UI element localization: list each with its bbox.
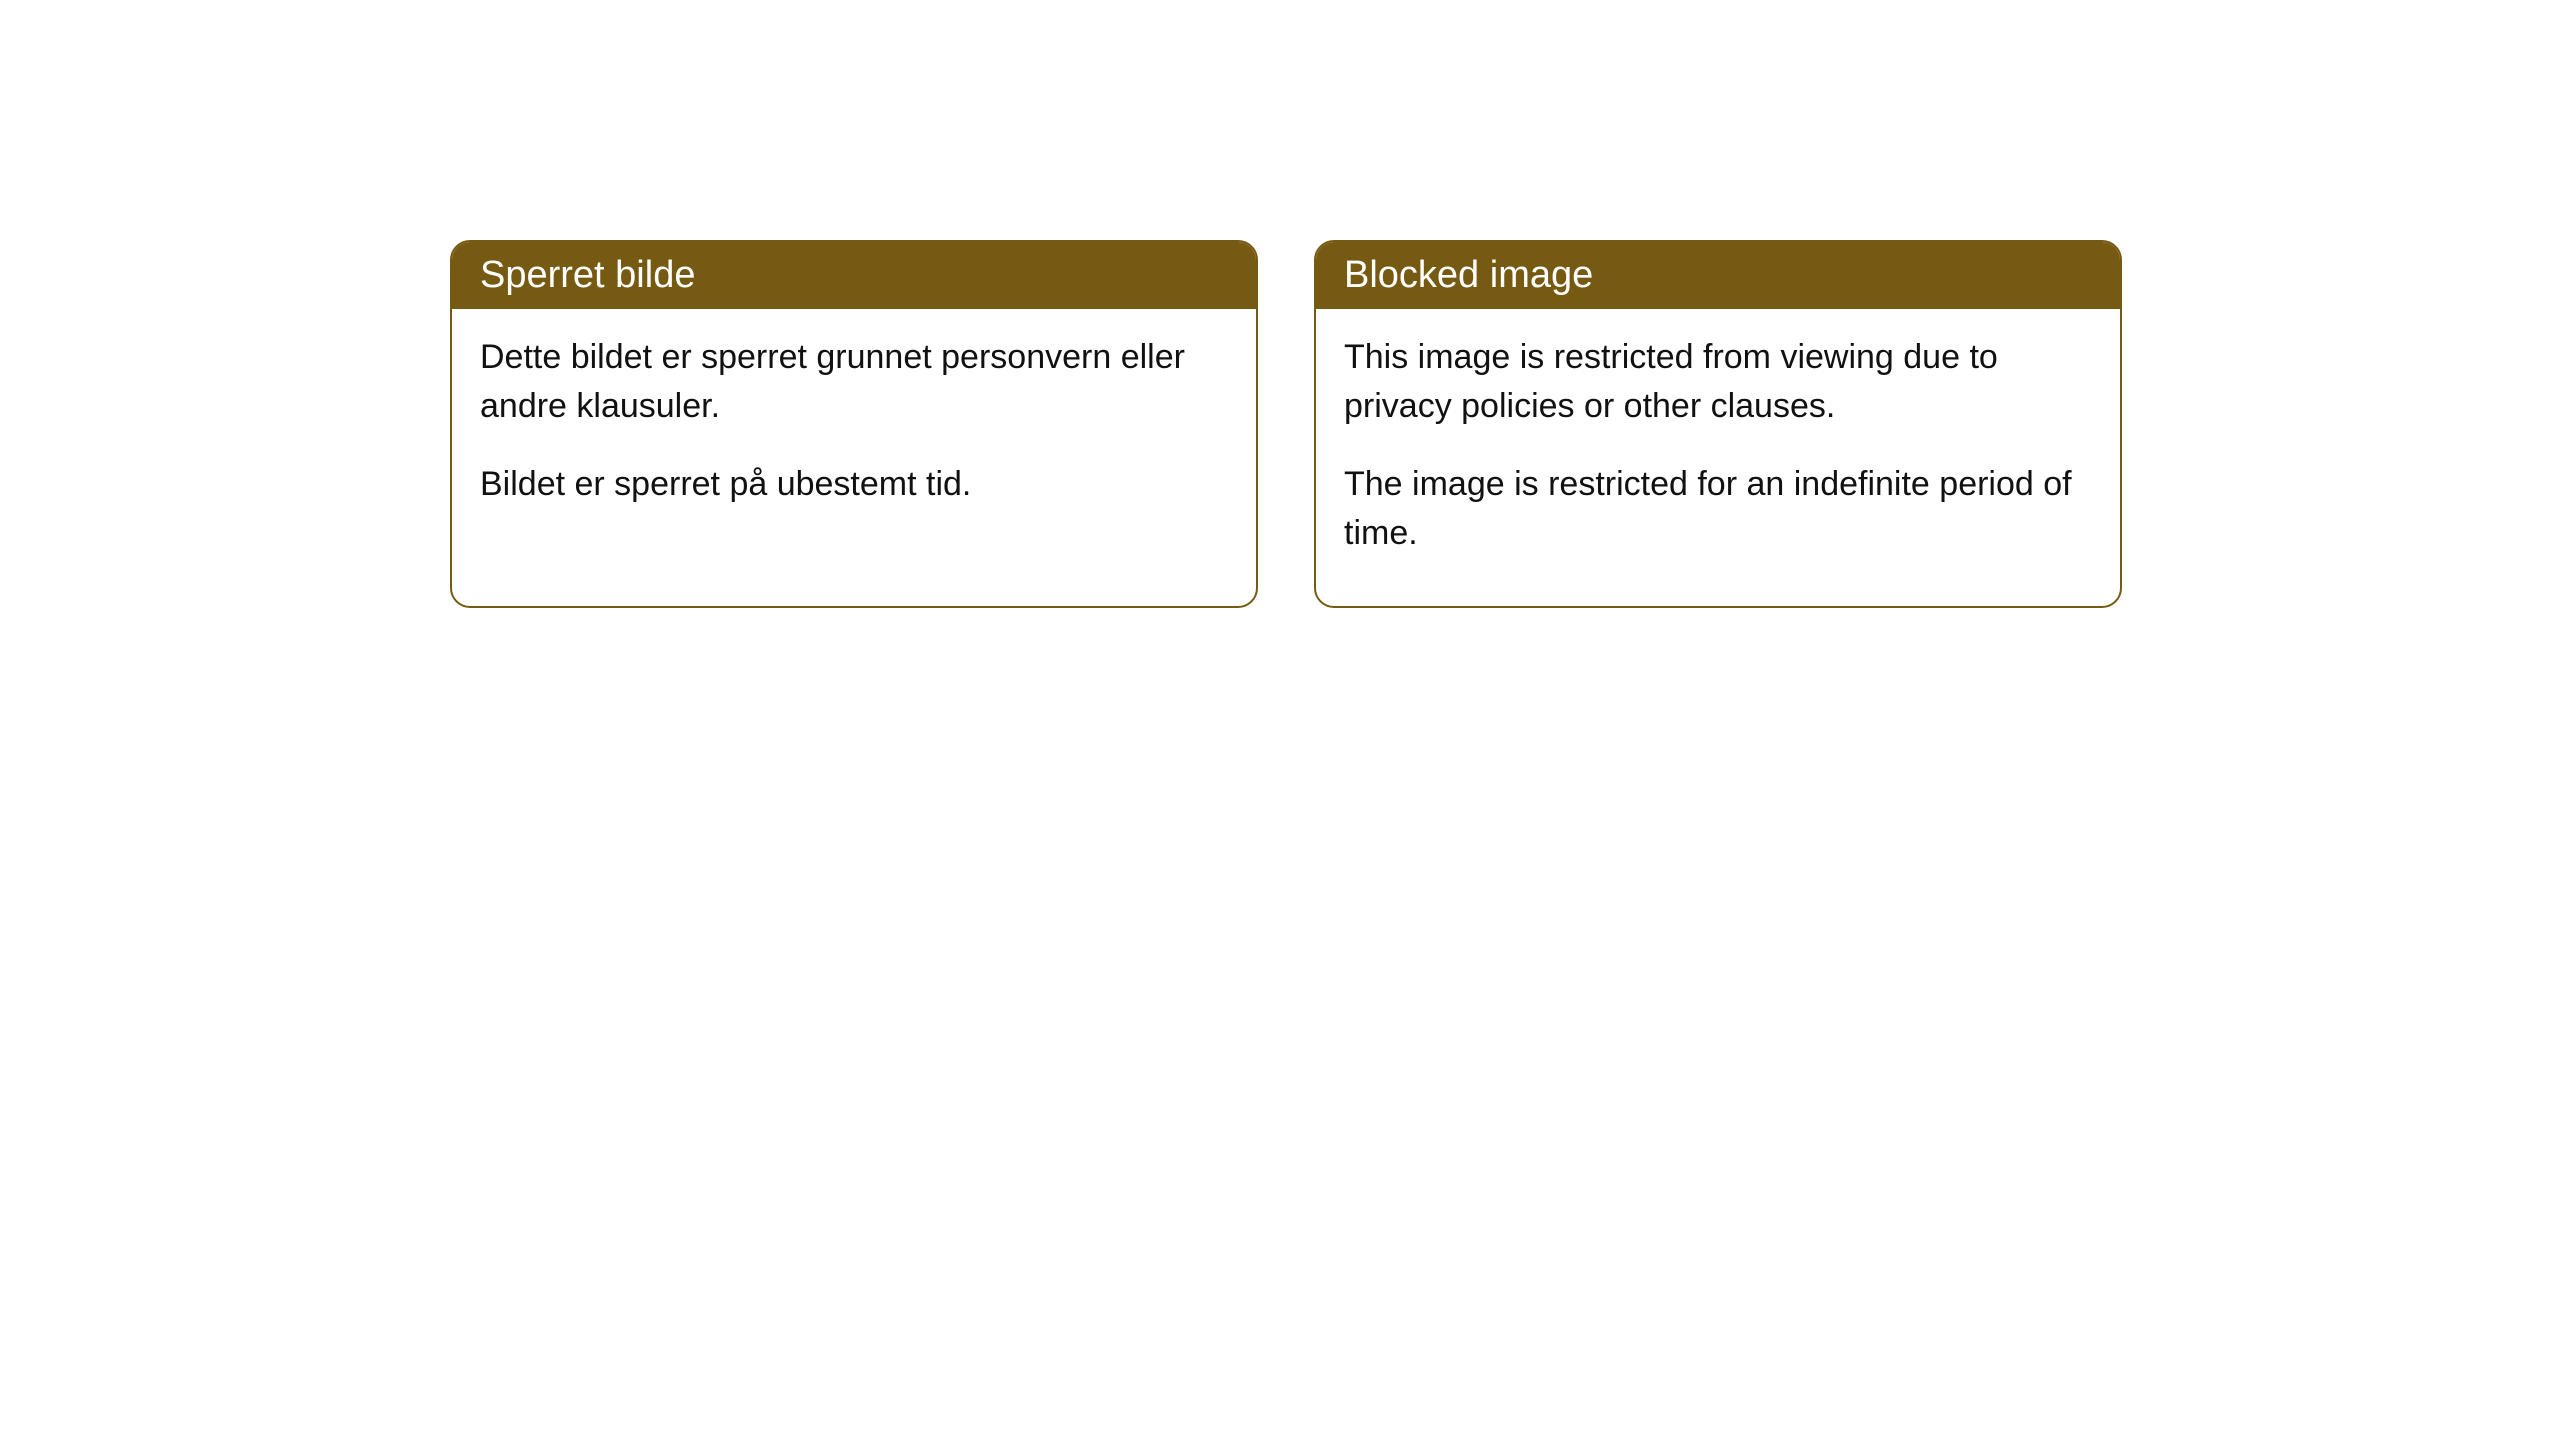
- card-title: Blocked image: [1344, 254, 1593, 296]
- card-title: Sperret bilde: [480, 254, 695, 296]
- cards-container: Sperret bilde Dette bildet er sperret gr…: [450, 240, 2122, 608]
- card-header: Sperret bilde: [452, 242, 1256, 309]
- card-norwegian: Sperret bilde Dette bildet er sperret gr…: [450, 240, 1258, 608]
- card-paragraph: The image is restricted for an indefinit…: [1344, 460, 2092, 559]
- card-paragraph: Bildet er sperret på ubestemt tid.: [480, 460, 1228, 509]
- card-paragraph: Dette bildet er sperret grunnet personve…: [480, 333, 1228, 432]
- card-header: Blocked image: [1316, 242, 2120, 309]
- card-english: Blocked image This image is restricted f…: [1314, 240, 2122, 608]
- card-body: This image is restricted from viewing du…: [1316, 309, 2120, 606]
- card-paragraph: This image is restricted from viewing du…: [1344, 333, 2092, 432]
- card-body: Dette bildet er sperret grunnet personve…: [452, 309, 1256, 557]
